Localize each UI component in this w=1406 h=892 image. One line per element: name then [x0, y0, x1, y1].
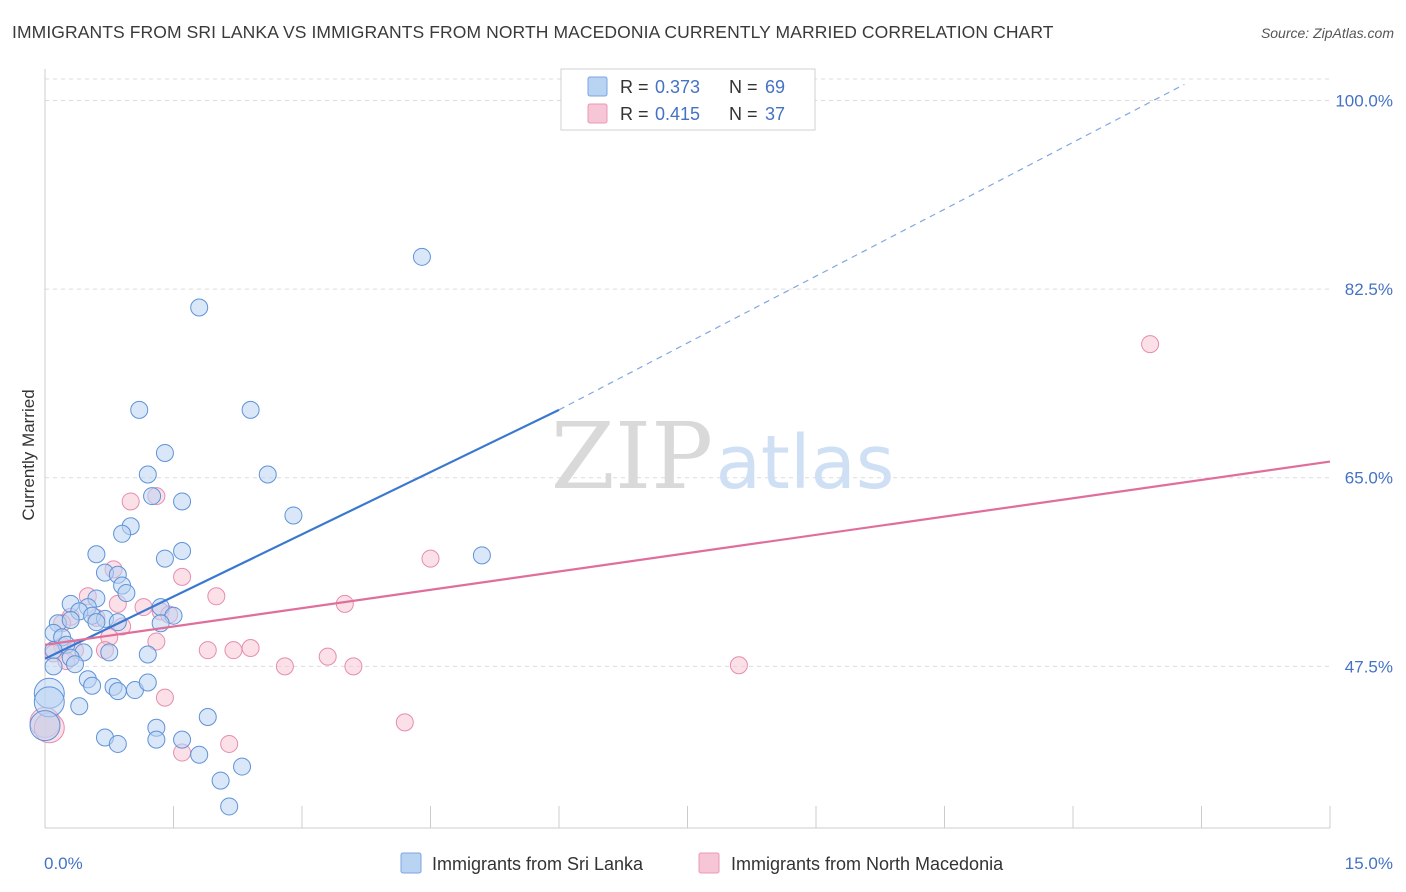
point-sri-lanka: [173, 730, 192, 749]
y-axis-label: Currently Married: [19, 389, 38, 520]
bottom-legend-swatch-sri-lanka: [400, 852, 422, 874]
point-sri-lanka: [284, 506, 303, 525]
point-sri-lanka: [29, 710, 61, 742]
series-sri-lanka-points: [29, 247, 491, 816]
series-north-macedonia-points: [29, 335, 1160, 762]
point-sri-lanka: [108, 613, 127, 632]
legend-n-label-1: N =: [729, 77, 758, 97]
bottom-legend-label-sri-lanka: Immigrants from Sri Lanka: [432, 854, 644, 874]
point-sri-lanka: [220, 797, 239, 816]
point-north-macedonia: [241, 639, 260, 658]
point-sri-lanka: [258, 465, 277, 484]
legend-swatch-sri-lanka: [587, 76, 608, 97]
point-sri-lanka: [138, 645, 157, 664]
point-sri-lanka: [87, 613, 106, 632]
trend-line-sri-lanka-extension: [558, 83, 1185, 411]
legend-r-label-1: R =: [620, 77, 649, 97]
trend-line-sri-lanka: [44, 408, 560, 660]
y-tick-label: 82.5%: [1345, 280, 1393, 299]
watermark: ZIP atlas: [551, 403, 895, 510]
point-sri-lanka: [241, 400, 260, 419]
point-sri-lanka: [173, 542, 192, 561]
point-sri-lanka: [233, 757, 252, 776]
point-sri-lanka: [190, 745, 209, 764]
point-sri-lanka: [198, 707, 217, 726]
legend-r-label-2: R =: [620, 104, 649, 124]
point-sri-lanka: [412, 247, 431, 266]
bottom-legend-label-north-macedonia: Immigrants from North Macedonia: [731, 854, 1004, 874]
point-sri-lanka: [472, 546, 491, 565]
point-north-macedonia: [421, 549, 440, 568]
legend-n-label-2: N =: [729, 104, 758, 124]
bottom-legend-swatch-north-macedonia: [698, 852, 720, 874]
point-sri-lanka: [83, 676, 102, 695]
y-tick-label: 100.0%: [1335, 92, 1393, 111]
point-north-macedonia: [147, 632, 166, 651]
legend-n-value-1: 69: [765, 77, 785, 97]
trend-line-north-macedonia: [44, 460, 1331, 646]
point-sri-lanka: [44, 657, 63, 676]
trend-lines: [44, 83, 1331, 660]
point-sri-lanka: [143, 487, 162, 506]
point-sri-lanka: [147, 730, 166, 749]
point-north-macedonia: [224, 641, 243, 660]
point-sri-lanka: [117, 584, 136, 603]
source-label: Source: ZipAtlas.com: [1260, 25, 1394, 41]
point-north-macedonia: [198, 641, 217, 660]
y-tick-label: 47.5%: [1345, 657, 1393, 676]
x-tick-label-max: 15.0%: [1345, 854, 1393, 873]
legend-swatch-north-macedonia: [587, 103, 608, 124]
point-north-macedonia: [121, 492, 140, 511]
point-sri-lanka: [155, 549, 174, 568]
point-north-macedonia: [220, 734, 239, 753]
bottom-legend: Immigrants from Sri Lanka Immigrants fro…: [400, 852, 1004, 874]
legend-r-value-2: 0.415: [655, 104, 700, 124]
point-sri-lanka: [70, 697, 89, 716]
chart-title: IMMIGRANTS FROM SRI LANKA VS IMMIGRANTS …: [12, 22, 1054, 42]
point-north-macedonia: [275, 657, 294, 676]
top-legend: R = 0.373 N = 69 R = 0.415 N = 37: [560, 68, 816, 131]
point-north-macedonia: [729, 656, 748, 675]
y-tick-label: 65.0%: [1345, 469, 1393, 488]
point-north-macedonia: [318, 647, 337, 666]
point-sri-lanka: [138, 673, 157, 692]
point-sri-lanka: [173, 492, 192, 511]
watermark-atlas: atlas: [716, 420, 895, 506]
point-sri-lanka: [100, 643, 119, 662]
point-sri-lanka: [61, 611, 80, 630]
point-north-macedonia: [207, 587, 226, 606]
grid-lines: [45, 78, 1330, 667]
point-sri-lanka: [113, 524, 132, 543]
point-north-macedonia: [1141, 335, 1160, 354]
point-sri-lanka: [87, 545, 106, 564]
legend-n-value-2: 37: [765, 104, 785, 124]
tick-labels: 47.5% 65.0% 82.5% 100.0% 0.0% 15.0%: [44, 92, 1393, 873]
point-sri-lanka: [190, 298, 209, 317]
point-sri-lanka: [108, 734, 127, 753]
point-north-macedonia: [344, 657, 363, 676]
point-north-macedonia: [173, 567, 192, 586]
x-tick-label-min: 0.0%: [44, 854, 83, 873]
watermark-zip: ZIP: [551, 403, 713, 510]
legend-r-value-1: 0.373: [655, 77, 700, 97]
point-sri-lanka: [108, 682, 127, 701]
point-north-macedonia: [155, 688, 174, 707]
point-sri-lanka: [155, 443, 174, 462]
point-sri-lanka: [138, 465, 157, 484]
point-north-macedonia: [395, 713, 414, 732]
point-sri-lanka: [211, 771, 230, 790]
point-sri-lanka: [65, 655, 84, 674]
point-sri-lanka: [130, 400, 149, 419]
